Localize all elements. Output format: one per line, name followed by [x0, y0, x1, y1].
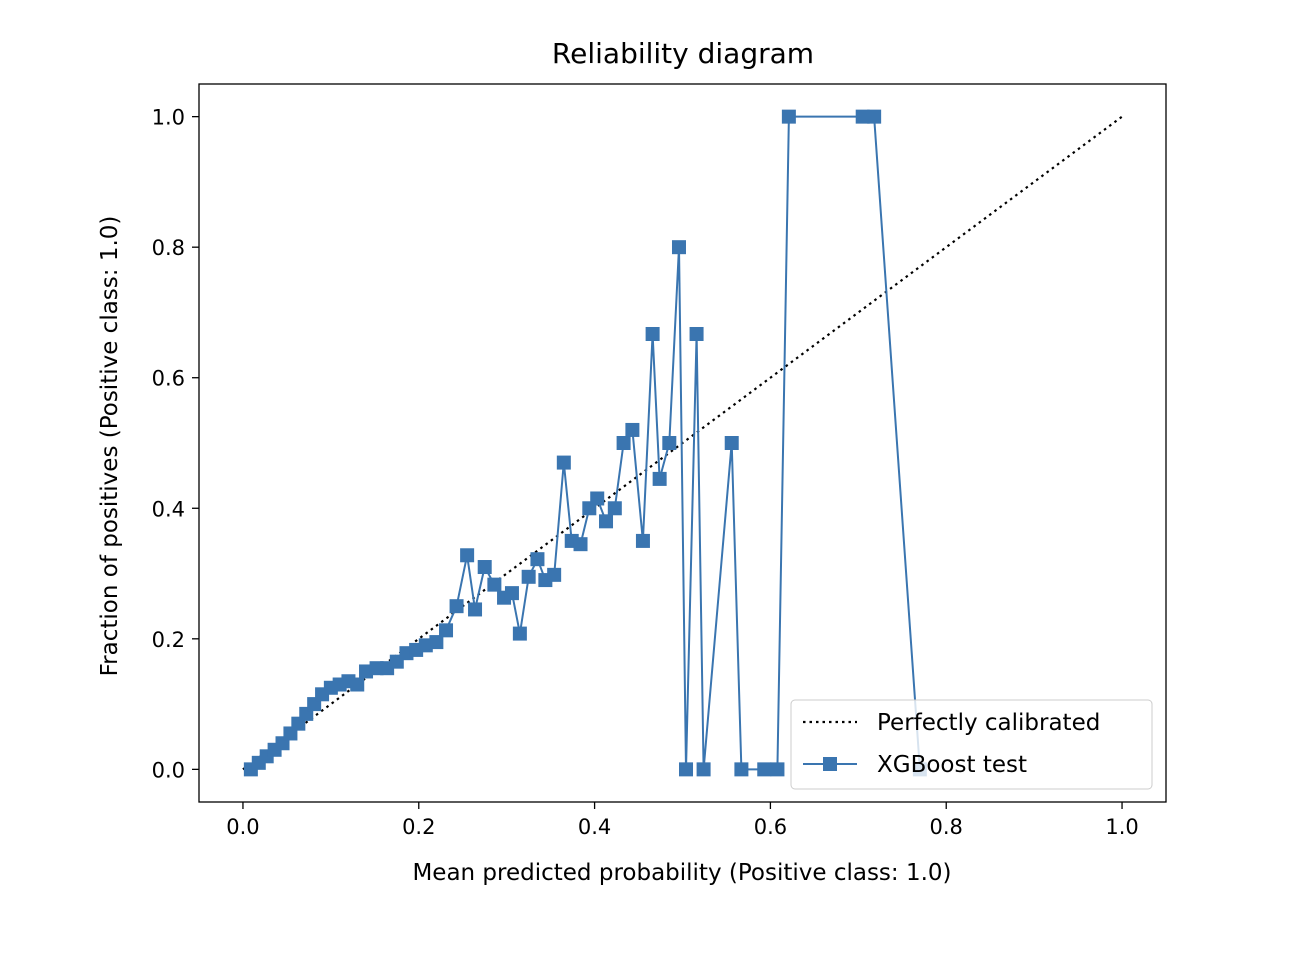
xgboost-point — [439, 623, 454, 638]
y-tick-label: 0.2 — [152, 628, 185, 652]
y-tick-label: 0.6 — [152, 367, 185, 391]
xgboost-point — [689, 326, 704, 341]
xgboost-point — [607, 501, 622, 516]
y-tick-label: 0.4 — [152, 497, 185, 521]
xgboost-point — [867, 109, 882, 124]
xgboost-point — [757, 762, 772, 777]
xgboost-point — [625, 422, 640, 437]
legend-xgboost-marker — [823, 757, 837, 771]
y-tick-label: 1.0 — [152, 106, 185, 130]
plot-frame — [198, 83, 1167, 803]
xgboost-point — [724, 436, 739, 450]
x-tick-label: 0.4 — [578, 815, 611, 839]
x-tick-label: 1.0 — [1105, 815, 1138, 839]
xgboost-point — [521, 569, 536, 584]
xgboost-point — [696, 762, 711, 777]
x-tick-label: 0.2 — [402, 815, 435, 839]
xgboost-point — [573, 537, 588, 552]
xgboost-point — [512, 626, 527, 641]
xgboost-series-line — [250, 115, 921, 771]
y-tick-label: 0.8 — [152, 236, 185, 260]
xgboost-point — [477, 560, 492, 575]
xgboost-point — [369, 661, 384, 676]
xgboost-point — [645, 326, 660, 341]
xgboost-point — [449, 599, 464, 614]
xgboost-point — [350, 677, 365, 692]
xgboost-point — [781, 109, 796, 124]
xgboost-point — [468, 602, 483, 617]
xgboost-point — [662, 436, 677, 450]
y-tick-label: 0.0 — [152, 758, 185, 782]
xgboost-point — [487, 577, 502, 592]
axes-layer: 0.0 0.2 0.4 0.6 0.8 1.0 0.0 0.2 0.4 0.6 0.8 1.0 — [152, 106, 1139, 839]
xgboost-point — [547, 567, 562, 582]
plot-area — [242, 109, 1123, 777]
xgboost-point — [504, 586, 519, 601]
xgboost-point — [679, 762, 694, 777]
legend-xgboost-label: XGBoost test — [877, 752, 1027, 778]
xgboost-point — [429, 635, 444, 650]
y-axis-label: Fraction of positives (Positive class: 1… — [97, 216, 123, 677]
xgboost-point — [556, 455, 571, 470]
legend-box — [790, 699, 1153, 790]
xgboost-point — [855, 109, 870, 124]
x-tick-label: 0.6 — [754, 815, 787, 839]
xgboost-point — [652, 471, 667, 486]
x-tick-label: 0.8 — [930, 815, 963, 839]
chart-title: Reliability diagram — [552, 37, 814, 70]
xgboost-point — [635, 533, 650, 548]
legend: Perfectly calibrated XGBoost test — [790, 699, 1153, 790]
xgboost-point — [359, 664, 374, 679]
xgboost-point — [590, 491, 605, 506]
xgboost-point — [599, 514, 614, 529]
xgboost-point — [460, 548, 475, 563]
x-tick-label: 0.0 — [226, 815, 259, 839]
xgboost-point — [671, 240, 686, 255]
x-axis-label: Mean predicted probability (Positive cla… — [412, 860, 951, 886]
xgboost-point — [770, 762, 785, 777]
xgboost-point — [418, 638, 433, 653]
xgboost-point — [530, 552, 545, 567]
legend-perfect-label: Perfectly calibrated — [877, 710, 1100, 736]
xgboost-point — [734, 762, 749, 777]
xgboost-point — [616, 436, 631, 450]
